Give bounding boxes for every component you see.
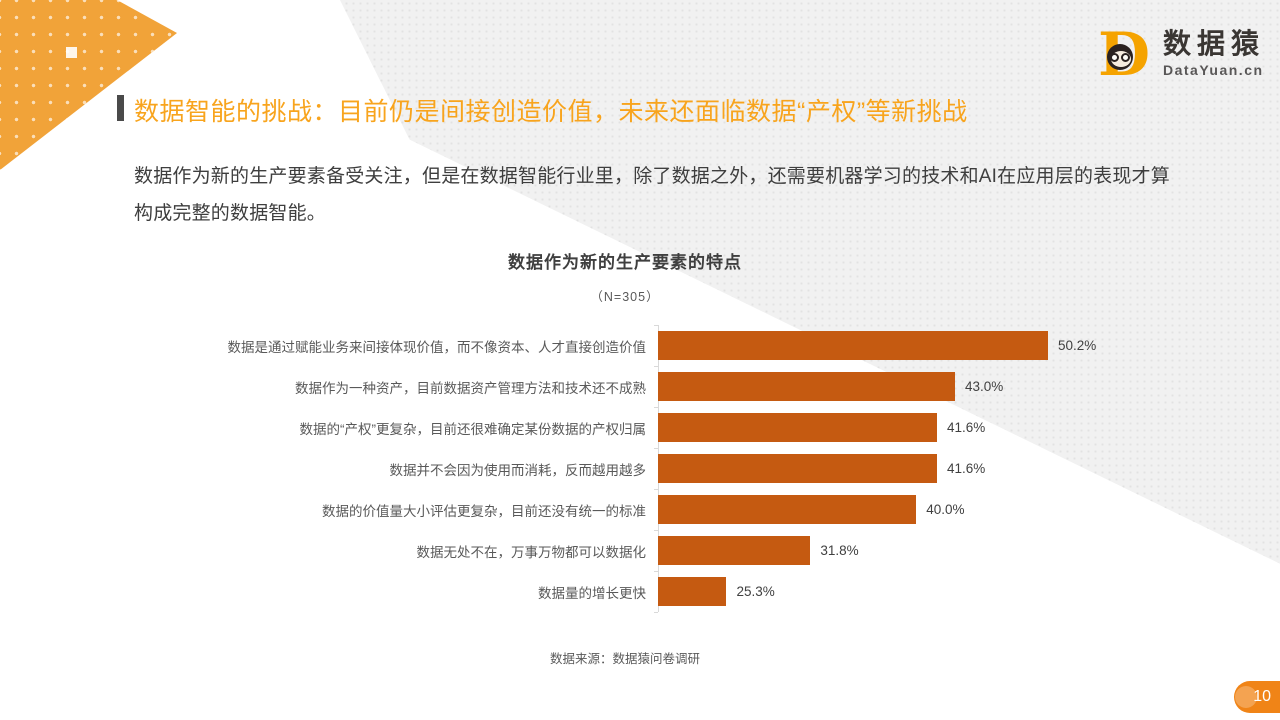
- bar: [658, 577, 727, 606]
- bar-category-label: 数据的价值量大小评估更复杂，目前还没有统一的标准: [322, 503, 646, 519]
- bar-row: 数据量的增长更快 25.3%: [140, 571, 1110, 612]
- decoration-square: [66, 47, 77, 58]
- source-note: 数据来源：数据猿问卷调研: [549, 652, 700, 666]
- axis-ticks: [654, 325, 658, 613]
- chart-sample-size: （N=305）: [590, 290, 660, 304]
- bar-category-label: 数据是通过赋能业务来间接体现价值，而不像资本、人才直接创造价值: [227, 339, 647, 355]
- bar: [658, 536, 811, 565]
- bar-value-label: 41.6%: [946, 420, 986, 435]
- chart-title: 数据作为新的生产要素的特点: [508, 253, 742, 272]
- headline-accent-bar: [117, 95, 124, 121]
- brand-logo: D 数据猿 DataYuan.cn: [1098, 25, 1266, 86]
- bar: [658, 372, 956, 401]
- bar-row: 数据并不会因为使用而消耗，反而越用越多 41.6%: [140, 448, 1110, 489]
- bar: [658, 413, 937, 442]
- bar-plot: 数据是通过赋能业务来间接体现价值，而不像资本、人才直接创造价值 50.2% 数据作为…: [140, 325, 1110, 613]
- bar: [658, 454, 937, 483]
- bar-value-label: 41.6%: [946, 461, 986, 476]
- bar-category-label: 数据作为一种资产，目前数据资产管理方法和技术还不成熟: [295, 380, 646, 396]
- bar-row: 数据作为一种资产，目前数据资产管理方法和技术还不成熟 43.0%: [140, 366, 1110, 407]
- headline-text: 数据智能的挑战：目前仍是间接创造价值，未来还面临数据“产权”等新挑战: [134, 98, 968, 126]
- bar-category-label: 数据的“产权”更复杂，目前还很难确定某份数据的产权归属: [299, 421, 647, 437]
- monkey-icon: [1107, 44, 1137, 74]
- bar-chart: 数据作为新的生产要素的特点 （N=305） 数据是通过赋能业务来间接体现价值，而…: [140, 248, 1110, 667]
- bar-row: 数据的“产权”更复杂，目前还很难确定某份数据的产权归属 41.6%: [140, 407, 1110, 448]
- bar-row: 数据的价值量大小评估更复杂，目前还没有统一的标准 40.0%: [140, 489, 1110, 530]
- brand-domain: DataYuan.cn: [1163, 62, 1264, 78]
- bar-row: 数据无处不在，万事万物都可以数据化 31.8%: [140, 530, 1110, 571]
- bar-row: 数据是通过赋能业务来间接体现价值，而不像资本、人才直接创造价值 50.2%: [140, 325, 1110, 366]
- bar-value-label: 31.8%: [820, 543, 859, 558]
- bar-value-label: 43.0%: [965, 379, 1004, 394]
- bar-value-label: 40.0%: [926, 502, 965, 517]
- bar-value-label: 25.3%: [736, 584, 775, 599]
- bar: [658, 495, 917, 524]
- brand-logo-mark: D: [1098, 25, 1156, 86]
- bar-value-label: 50.2%: [1058, 338, 1097, 353]
- bar-category-label: 数据并不会因为使用而消耗，反而越用越多: [389, 462, 647, 478]
- bar: [658, 331, 1048, 360]
- brand-name: 数据猿: [1163, 28, 1266, 59]
- body-paragraph: 数据作为新的生产要素备受关注，但是在数据智能行业里，除了数据之外，还需要机器学习…: [134, 166, 1170, 224]
- corner-triangle-decoration: [0, 0, 177, 170]
- bar-category-label: 数据无处不在，万事万物都可以数据化: [416, 544, 647, 560]
- bar-category-label: 数据量的增长更快: [538, 585, 646, 601]
- page-number-badge: 10: [1234, 681, 1280, 713]
- slide-headline: 数据智能的挑战：目前仍是间接创造价值，未来还面临数据“产权”等新挑战: [117, 92, 968, 128]
